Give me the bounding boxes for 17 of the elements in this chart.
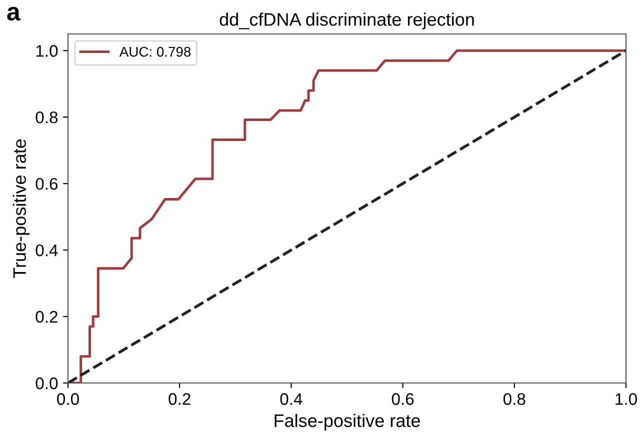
legend-label: AUC: 0.798 xyxy=(119,46,191,57)
x-axis-title: False-positive rate xyxy=(274,414,420,431)
x-tick-label: 0.4 xyxy=(280,393,302,405)
y-tick-label: 0.8 xyxy=(36,111,58,124)
x-tick-label: 0.6 xyxy=(392,393,414,405)
x-tick-label: 0.2 xyxy=(168,393,190,405)
text: a xyxy=(7,6,20,21)
chart-title: dd_cfDNA discriminate rejection xyxy=(220,12,474,30)
x-tick-label: 0.8 xyxy=(503,393,526,405)
y-tick-label: 0.0 xyxy=(36,377,58,390)
x-tick-label: 1.0 xyxy=(616,393,637,405)
y-tick-label: 1.0 xyxy=(36,45,58,57)
y-axis-title: True-positive rate xyxy=(12,139,30,278)
x-tick-label: 0.0 xyxy=(57,393,79,405)
y-tick-label: 0.6 xyxy=(36,178,58,190)
y-tick-label: 0.2 xyxy=(36,310,58,323)
y-tick-label: 0.4 xyxy=(36,244,58,256)
